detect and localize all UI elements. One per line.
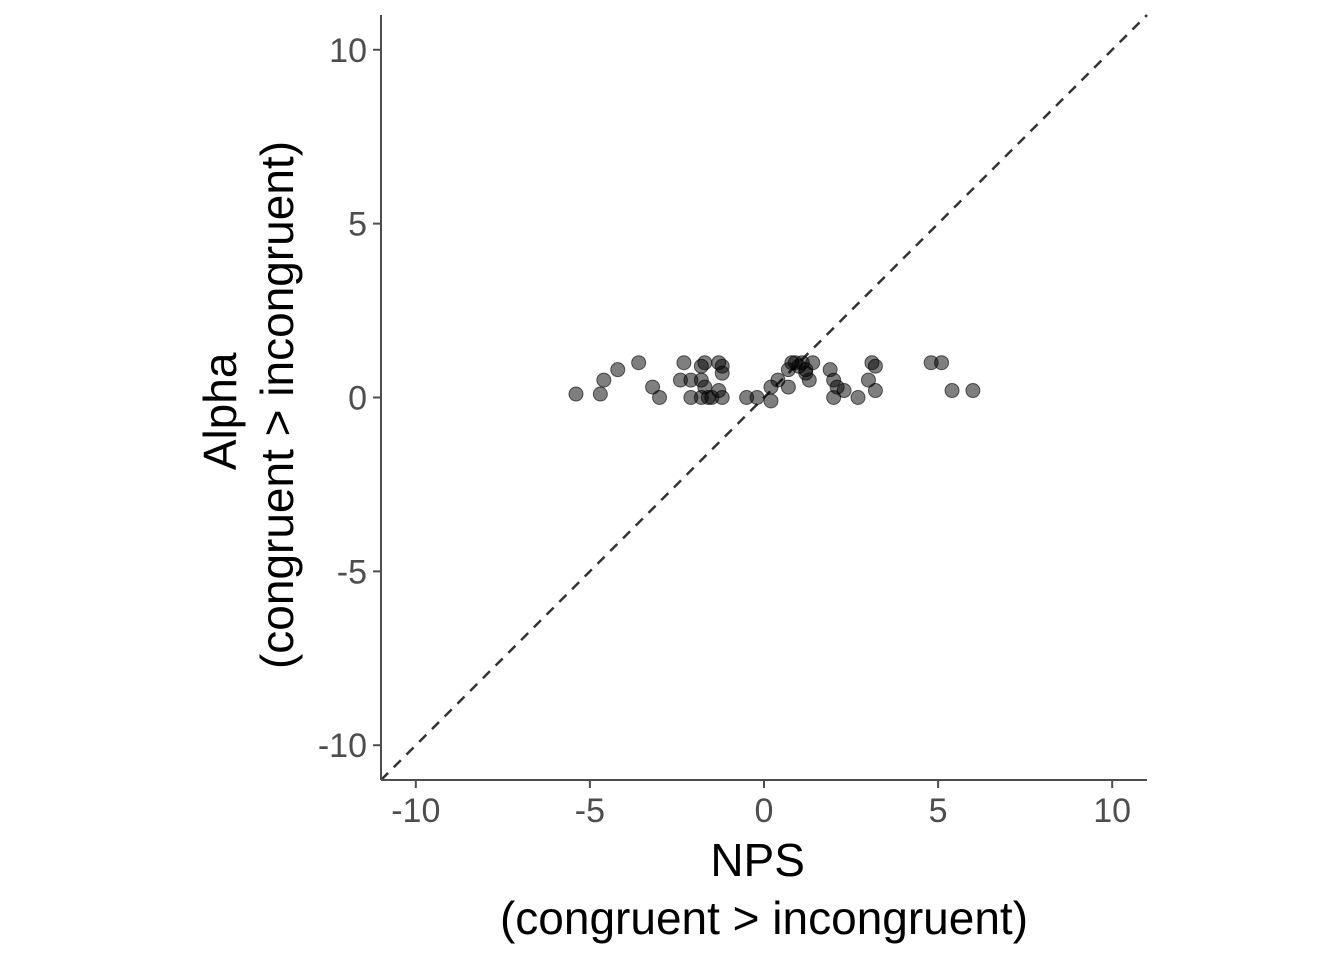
data-point-22 — [714, 390, 730, 405]
data-point-1 — [592, 386, 608, 402]
data-point-6 — [652, 390, 668, 405]
y-tick-label-3: 5 — [348, 206, 367, 244]
y-tick-label-0: -10 — [318, 727, 367, 765]
data-point-43 — [850, 390, 866, 405]
x-ticks-layer: -10 -5 0 5 10 — [391, 780, 1131, 830]
y-axis-title: Alpha (congruent > incongruent) — [194, 141, 303, 669]
x-tick-label-0: -10 — [391, 792, 440, 830]
x-axis-title-line-2: (congruent > incongruent) — [500, 892, 1028, 944]
x-tick-label-4: 10 — [1093, 792, 1131, 830]
y-axis-title-line-1: Alpha — [194, 352, 246, 470]
points-layer — [568, 355, 981, 409]
data-point-7 — [676, 355, 692, 371]
data-point-46 — [860, 372, 876, 388]
x-axis-title: NPS (congruent > incongruent) — [500, 834, 1028, 944]
data-point-32 — [763, 393, 779, 409]
data-point-26 — [770, 372, 786, 388]
data-point-41 — [826, 390, 842, 405]
data-point-17 — [697, 355, 713, 371]
x-tick-label-2: 0 — [755, 792, 774, 830]
data-point-45 — [867, 358, 883, 374]
y-axis-title-line-2: (congruent > incongruent) — [251, 141, 303, 669]
data-point-2 — [596, 372, 612, 388]
data-point-24 — [749, 390, 765, 405]
data-point-0 — [568, 386, 584, 402]
x-tick-label-3: 5 — [929, 792, 948, 830]
data-point-37 — [798, 362, 814, 378]
data-point-3 — [610, 362, 626, 378]
y-tick-label-1: -5 — [337, 553, 367, 591]
y-tick-label-2: 0 — [348, 380, 367, 418]
data-point-49 — [934, 355, 950, 371]
data-point-4 — [631, 355, 647, 371]
y-ticks-layer: -10 -5 0 5 10 — [318, 32, 381, 765]
data-point-31 — [780, 379, 796, 395]
x-axis-title-line-1: NPS — [710, 834, 805, 886]
data-point-20 — [714, 365, 730, 381]
data-point-51 — [965, 383, 981, 399]
x-tick-label-1: -5 — [575, 792, 605, 830]
data-point-42 — [836, 383, 852, 399]
data-point-47 — [867, 383, 883, 399]
data-point-50 — [944, 383, 960, 399]
y-tick-label-4: 10 — [329, 32, 367, 70]
data-point-5 — [645, 379, 661, 395]
